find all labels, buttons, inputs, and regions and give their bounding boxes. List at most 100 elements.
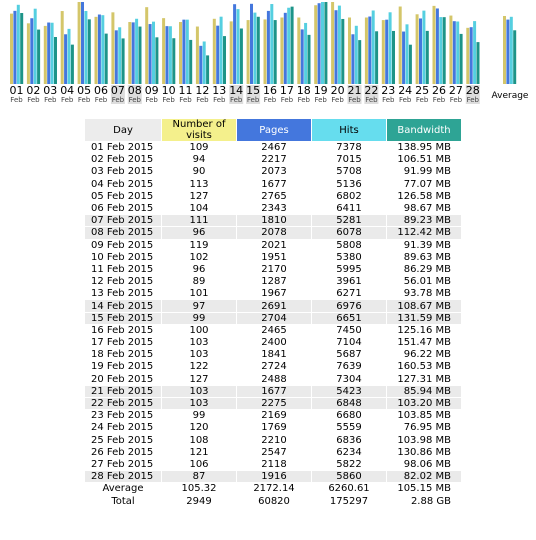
day-label-13: 13	[212, 84, 226, 97]
table-row: 08 Feb 2015 96 2078 6078 112.42 MB	[85, 227, 461, 239]
row-visits: 119	[189, 239, 209, 251]
bar-day-15-hits	[253, 12, 257, 84]
row-pages: 1841	[261, 349, 287, 361]
row-visits: 106	[189, 458, 209, 470]
bar-day-13-hits	[219, 16, 223, 84]
row-pages: 2275	[237, 397, 311, 410]
row-pages: 2073	[261, 166, 287, 178]
row-day: 09 Feb 2015	[91, 239, 154, 251]
row-day: 01 Feb 2015	[91, 142, 154, 154]
month-label: Feb	[27, 96, 40, 104]
row-visits: 99	[162, 312, 236, 324]
average-hits: 6260.61	[328, 483, 370, 495]
row-pages: 2021	[261, 239, 287, 251]
row-bandwidth: 151.47 MB	[397, 337, 451, 349]
row-day: 17 Feb 2015	[91, 337, 154, 349]
bar-day-25-pages	[419, 18, 422, 84]
bar-day-04-number-of-visits	[60, 11, 64, 84]
row-day: 27 Feb 2015	[91, 458, 154, 470]
bar-day-10-bandwidth	[172, 38, 176, 84]
bar-average-bandwidth	[513, 30, 517, 84]
bar-day-20-bandwidth	[341, 18, 345, 84]
bar-day-27-bandwidth	[459, 33, 463, 84]
bar-day-24-bandwidth	[408, 44, 412, 84]
bar-day-01-number-of-visits	[10, 13, 13, 84]
row-visits: 127	[189, 190, 209, 202]
bar-day-08-hits	[135, 18, 139, 84]
row-day: 25 Feb 2015	[91, 434, 154, 446]
bar-day-04-hits	[67, 28, 71, 84]
header-visits-line1: Number of	[172, 119, 226, 130]
month-label: Feb	[78, 96, 91, 104]
day-label-07: 07	[111, 84, 125, 97]
month-label: Feb	[467, 96, 480, 104]
row-visits: 103	[162, 397, 236, 410]
table-row-average: Average 105.32 2172.14 6260.61 105.15 MB	[85, 483, 461, 494]
row-day: 12 Feb 2015	[91, 276, 154, 288]
bar-average-pages	[506, 19, 510, 84]
table-row: 12 Feb 2015 89 1287 3961 56.01 MB	[85, 276, 461, 287]
row-bandwidth: 98.67 MB	[403, 203, 451, 215]
bar-day-24-hits	[405, 24, 409, 84]
row-pages: 1677	[261, 178, 287, 190]
row-hits: 6802	[336, 190, 362, 202]
month-label: Feb	[112, 96, 125, 104]
month-label: Feb	[44, 96, 57, 104]
row-pages: 2488	[261, 373, 287, 385]
bar-day-20-pages	[334, 10, 338, 85]
bar-day-05-hits	[84, 10, 88, 85]
row-day: 22 Feb 2015	[85, 397, 161, 410]
table-header-row: Day Number of visits Pages Hits Bandwidth	[85, 119, 461, 141]
bar-day-27-pages	[452, 21, 456, 84]
weekend-label-bg	[347, 85, 362, 104]
weekend-label-bg	[465, 85, 480, 104]
average-bandwidth: 105.15 MB	[397, 483, 451, 495]
row-visits: 113	[189, 178, 209, 190]
bar-day-14-hits	[236, 9, 240, 84]
row-hits: 5559	[336, 422, 362, 434]
bar-day-13-number-of-visits	[212, 18, 216, 84]
row-visits: 108	[189, 434, 209, 446]
bar-day-04-pages	[64, 34, 68, 84]
row-pages: 2765	[261, 190, 287, 202]
month-label: Feb	[382, 96, 395, 104]
table-row: 20 Feb 2015 127 2488 7304 127.31 MB	[85, 374, 461, 385]
bar-day-08-bandwidth	[138, 26, 142, 84]
bar-day-16-pages	[266, 10, 270, 84]
row-bandwidth: 91.99 MB	[403, 166, 451, 178]
bar-day-08-number-of-visits	[128, 22, 132, 84]
bar-average-number-of-visits	[503, 16, 506, 84]
bar-day-09-pages	[148, 24, 152, 85]
bar-day-25-hits	[422, 10, 426, 84]
row-bandwidth: 108.67 MB	[387, 300, 461, 312]
bar-day-16-bandwidth	[273, 20, 277, 84]
bar-day-09-number-of-visits	[145, 7, 149, 85]
header-bandwidth: Bandwidth	[387, 119, 461, 141]
row-hits: 6411	[336, 203, 362, 215]
table-row: 16 Feb 2015 100 2465 7450 125.16 MB	[85, 325, 461, 336]
table-row: 10 Feb 2015 102 1951 5380 89.63 MB	[85, 252, 461, 263]
bar-day-25-number-of-visits	[415, 14, 419, 84]
table-row: 01 Feb 2015 109 2467 7378 138.95 MB	[85, 142, 461, 153]
bar-average-hits	[509, 16, 513, 84]
bar-day-05-number-of-visits	[77, 2, 81, 84]
bar-day-17-bandwidth	[290, 6, 294, 85]
table-row: 03 Feb 2015 90 2073 5708 91.99 MB	[85, 166, 461, 177]
bar-day-27-hits	[456, 21, 460, 84]
table-row: 17 Feb 2015 103 2400 7104 151.47 MB	[85, 337, 461, 348]
bar-day-18-number-of-visits	[297, 17, 301, 84]
row-pages: 2465	[261, 324, 287, 336]
total-label: Total	[111, 495, 135, 507]
day-label-08: 08	[128, 84, 142, 97]
table-body: 01 Feb 2015 109 2467 7378 138.95 MB 02 Feb 20…	[85, 142, 461, 483]
row-day: 05 Feb 2015	[91, 190, 154, 202]
row-visits: 121	[189, 446, 209, 458]
row-bandwidth: 125.16 MB	[397, 324, 451, 336]
bar-day-18-pages	[300, 29, 304, 84]
row-pages: 2691	[237, 300, 311, 312]
month-label: Feb	[331, 96, 344, 104]
day-label-23: 23	[381, 84, 395, 97]
row-hits: 5687	[336, 349, 362, 361]
day-label-04: 04	[60, 84, 74, 97]
day-label-28: 28	[466, 84, 480, 97]
